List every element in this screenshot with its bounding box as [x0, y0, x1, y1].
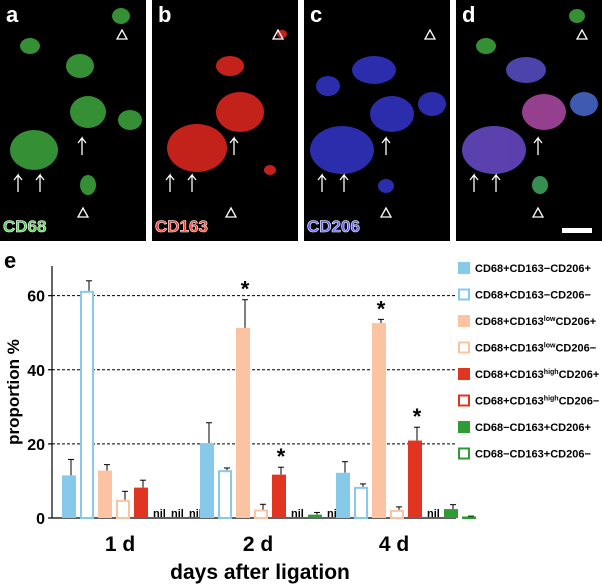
bar: [272, 474, 286, 518]
panel-letter: c: [310, 2, 323, 27]
marker-label-cd206: CD206: [307, 217, 361, 236]
legend-swatch: [458, 394, 470, 407]
micrograph-panel-b: b CD163: [152, 0, 298, 241]
nil-label: nil: [171, 508, 184, 520]
legend-label: CD68+CD163lowCD206−: [475, 343, 596, 355]
x-axis-label: days after ligation: [170, 561, 350, 584]
y-tick-label: 60: [27, 289, 45, 306]
bar: [116, 499, 130, 519]
legend-label: CD68+CD163highCD206+: [475, 369, 599, 381]
nil-label: nil: [427, 508, 440, 520]
legend-swatch: [458, 447, 470, 460]
legend-swatch: [458, 315, 470, 327]
nil-label: nil: [291, 508, 304, 520]
micrograph-panel-a: a CD68: [0, 0, 146, 241]
significance-star: *: [413, 404, 422, 429]
bar: [462, 516, 476, 520]
significance-star: *: [377, 296, 386, 321]
panel-c-image: [310, 28, 446, 218]
legend-label: CD68−CD163+CD206+: [475, 422, 591, 434]
legend-swatch: [458, 288, 470, 301]
panel-letter: b: [158, 2, 172, 27]
panel-d-image: [462, 9, 598, 218]
y-tick-label: 0: [36, 511, 45, 528]
marker-label-cd163: CD163: [155, 217, 209, 236]
significance-star: *: [241, 277, 250, 302]
legend-swatch: [458, 368, 470, 380]
significance-star: *: [277, 444, 286, 469]
bar: [80, 290, 94, 520]
bar: [308, 514, 322, 518]
bar: [254, 509, 268, 520]
nil-label: nil: [189, 508, 202, 520]
legend-swatch: [458, 341, 470, 354]
x-category-label: 4 d: [379, 533, 409, 556]
y-tick-label: 20: [27, 437, 45, 454]
legend-label: CD68+CD163−CD206+: [475, 263, 591, 275]
legend-label: CD68−CD163+CD206−: [475, 449, 591, 461]
bar: [444, 509, 458, 518]
bar: [218, 470, 232, 520]
y-axis-label: proportion %: [4, 339, 23, 445]
bar: [200, 443, 214, 518]
legend-label: CD68+CD163highCD206−: [475, 396, 599, 408]
bar: [372, 323, 386, 518]
bar: [62, 475, 76, 518]
nil-label: nil: [153, 508, 166, 520]
bar: [98, 470, 112, 518]
bar: [408, 440, 422, 518]
marker-label-cd68: CD68: [3, 217, 47, 236]
micrograph-panel-d: d: [456, 0, 602, 241]
legend-swatch: [458, 262, 470, 274]
legend-label: CD68+CD163lowCD206+: [475, 316, 596, 328]
x-category-label: 1 d: [105, 533, 135, 556]
bar: [336, 472, 350, 518]
bar: [354, 486, 368, 520]
bar: [390, 509, 404, 519]
bar: [236, 327, 250, 518]
panel-letter: d: [462, 2, 476, 27]
x-category-label: 2 d: [243, 533, 273, 556]
panel-letter: a: [6, 2, 19, 27]
legend-swatch: [458, 421, 470, 433]
scale-bar: [562, 228, 592, 233]
legend-label: CD68+CD163−CD206−: [475, 290, 591, 302]
panel-a-image: [10, 8, 142, 218]
micrograph-panel-c: c CD206: [304, 0, 450, 241]
panel-letter-e: e: [4, 248, 16, 273]
bar: [134, 487, 148, 518]
y-tick-label: 40: [27, 363, 45, 380]
panel-b-image: [165, 28, 287, 218]
